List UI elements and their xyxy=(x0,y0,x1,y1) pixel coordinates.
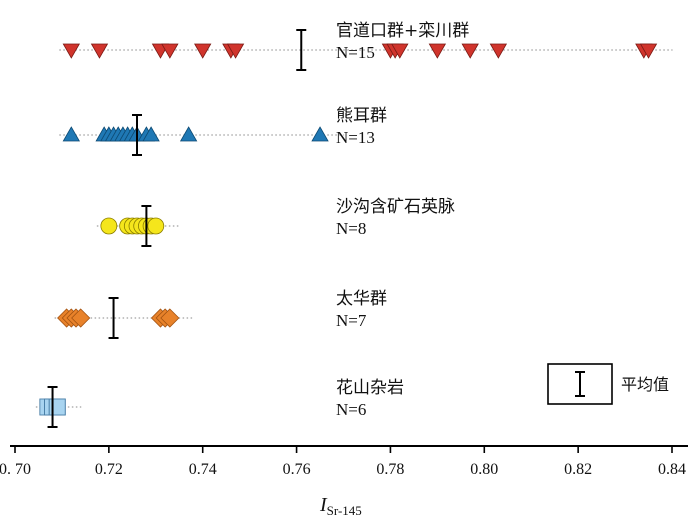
series-count-label: N=15 xyxy=(336,43,375,62)
x-tick-label: 0.80 xyxy=(470,461,498,478)
data-point xyxy=(639,43,658,59)
data-point xyxy=(226,43,245,59)
series-group: 沙沟含矿石英脉 N=8 xyxy=(96,197,455,247)
x-tick-label: 0. 70 xyxy=(0,461,31,478)
data-point xyxy=(194,43,212,59)
data-point xyxy=(62,43,81,59)
x-tick-label: 0.72 xyxy=(95,461,123,478)
mean-marker xyxy=(47,386,58,428)
data-point xyxy=(391,43,409,59)
series-name-label: 官道口群+栾川群 xyxy=(336,21,469,41)
mean-marker xyxy=(132,114,143,156)
x-tick-label: 0.74 xyxy=(189,461,217,478)
x-axis: 0. 70 0.72 0.74 0.76 0.78 0.80 0.82 0.84 xyxy=(0,445,688,478)
series-group: 官道口群+栾川群 N=15 xyxy=(59,21,673,71)
data-point xyxy=(161,43,179,59)
mean-marker xyxy=(108,297,119,339)
data-point xyxy=(100,217,118,235)
data-point xyxy=(179,126,198,142)
data-point xyxy=(90,43,109,59)
legend-label: 平均值 xyxy=(621,375,669,394)
series-name-label: 太华群 xyxy=(336,289,387,309)
x-tick-label: 0.78 xyxy=(376,461,404,478)
legend: 平均值 xyxy=(547,363,669,405)
data-point xyxy=(428,43,447,59)
data-point xyxy=(311,126,329,142)
series-count-label: N=8 xyxy=(336,219,366,238)
data-point xyxy=(160,308,180,328)
x-tick-label: 0.82 xyxy=(564,461,592,478)
series-count-label: N=13 xyxy=(336,128,375,147)
data-point xyxy=(71,308,91,328)
legend-mean-symbol xyxy=(575,371,585,397)
series-group: 花山杂岩 N=6 xyxy=(35,378,404,428)
x-tick-label: 0.84 xyxy=(658,461,686,478)
data-point xyxy=(461,43,479,59)
series-name-label: 熊耳群 xyxy=(336,106,387,126)
data-point xyxy=(489,43,508,59)
data-point xyxy=(142,126,160,142)
x-tick-label: 0.76 xyxy=(283,461,311,478)
series-name-label: 沙沟含矿石英脉 xyxy=(336,197,455,217)
series-group: 太华群 N=7 xyxy=(54,289,387,339)
mean-marker xyxy=(296,29,307,71)
plot-area: 官道口群+栾川群 N=15 熊耳群 N=13 沙沟含矿石英脉 N=8 太华群 N=7 花山杂岩 N… xyxy=(35,21,673,428)
series-name-label: 花山杂岩 xyxy=(336,378,404,398)
mean-marker xyxy=(141,205,152,247)
series-count-label: N=7 xyxy=(336,311,367,330)
x-axis-title: ISr-145 xyxy=(319,494,362,518)
series-group: 熊耳群 N=13 xyxy=(59,106,387,156)
data-point xyxy=(62,126,81,142)
data-point xyxy=(147,217,165,235)
series-count-label: N=6 xyxy=(336,400,366,419)
